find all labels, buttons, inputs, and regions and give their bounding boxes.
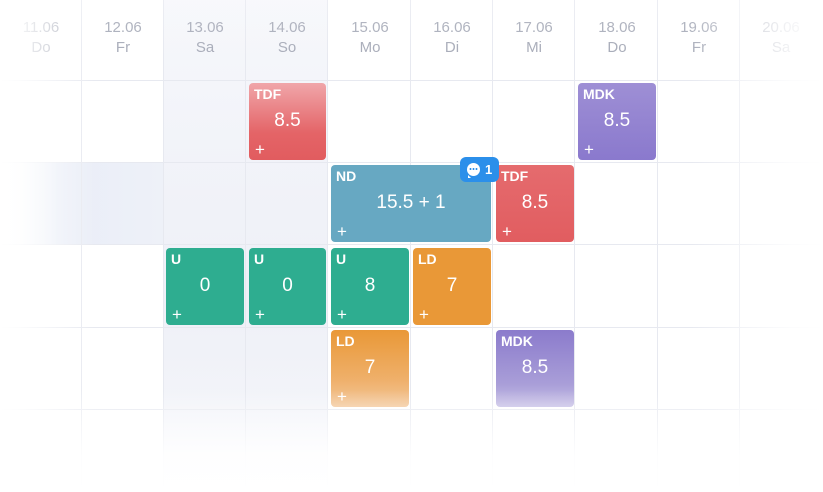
add-icon[interactable]: +	[172, 305, 182, 324]
grid-line	[0, 244, 823, 245]
day-date: 16.06	[433, 19, 471, 36]
day-weekday: Mi	[526, 39, 542, 56]
grid-line	[0, 409, 823, 410]
grid-line	[657, 0, 658, 492]
shift-card[interactable]: TDF 8.5 +	[249, 83, 326, 160]
day-weekday: So	[277, 39, 297, 56]
shift-code: LD	[418, 251, 437, 267]
grid-line	[574, 0, 575, 492]
day-date: 17.06	[515, 19, 553, 36]
shift-hours: 8	[364, 275, 376, 296]
comment-badge[interactable]: 1	[460, 157, 499, 182]
day-weekday: Fr	[115, 39, 131, 56]
grid-line	[0, 327, 823, 328]
day-header: 20.06 Sa	[740, 18, 822, 58]
day-header: 14.06 So	[246, 18, 328, 58]
shift-hours: 0	[282, 275, 293, 296]
day-weekday: Sa	[771, 39, 791, 56]
shift-code: TDF	[254, 86, 282, 102]
shift-card[interactable]: U 0 +	[249, 248, 326, 325]
shift-hours: 7	[364, 357, 376, 378]
shift-card[interactable]: LD 7 +	[413, 248, 491, 325]
day-date: 14.06	[268, 19, 306, 36]
shift-card[interactable]: LD 7 +	[331, 330, 409, 407]
weekend-column-highlight	[164, 0, 328, 492]
day-date: 11.06	[22, 19, 60, 36]
grid-line	[410, 0, 411, 492]
shift-card[interactable]: MDK 8.5	[496, 330, 574, 407]
add-icon[interactable]: +	[337, 222, 347, 241]
shift-hours: 8.5	[274, 110, 301, 131]
shift-code: U	[171, 251, 182, 267]
day-weekday: Do	[607, 39, 627, 56]
grid-line	[163, 0, 164, 492]
grid-line	[0, 80, 823, 81]
comment-icon	[467, 163, 480, 178]
grid-line	[492, 0, 493, 492]
shift-hours: 8.5	[521, 192, 549, 213]
day-weekday: Mo	[359, 39, 381, 56]
shift-card[interactable]: U 8 +	[331, 248, 409, 325]
day-header: 19.06 Fr	[658, 18, 740, 58]
shift-hours: 0	[199, 275, 211, 296]
shift-code: U	[336, 251, 347, 267]
day-header: 11.06 Do	[0, 18, 82, 58]
day-date: 15.06	[351, 19, 389, 36]
grid-line	[245, 0, 246, 492]
add-icon[interactable]: +	[255, 140, 265, 159]
add-icon[interactable]: +	[419, 305, 429, 324]
shift-code: U	[254, 251, 265, 267]
shift-card[interactable]: MDK 8.5 +	[578, 83, 656, 160]
day-date: 18.06	[598, 19, 636, 36]
day-date: 19.06	[680, 19, 718, 36]
day-header: 13.06 Sa	[164, 18, 246, 58]
shift-code: ND	[336, 168, 357, 184]
day-weekday: Di	[444, 39, 460, 56]
day-header: 15.06 Mo	[329, 18, 411, 58]
shift-hours: 15.5 + 1	[376, 192, 446, 213]
shift-code: LD	[336, 333, 355, 349]
shift-code: MDK	[583, 86, 615, 102]
add-icon[interactable]: +	[502, 222, 512, 241]
add-icon[interactable]: +	[337, 387, 347, 406]
day-date: 20.06	[762, 19, 800, 36]
day-header: 18.06 Do	[576, 18, 658, 58]
grid-line	[739, 0, 740, 492]
shift-hours: 7	[446, 275, 458, 296]
grid-line	[81, 0, 82, 492]
add-icon[interactable]: +	[337, 305, 347, 324]
grid-line	[0, 162, 823, 163]
add-icon[interactable]: +	[255, 305, 265, 324]
shift-hours: 8.5	[521, 357, 549, 378]
shift-code: TDF	[501, 168, 529, 184]
day-header: 12.06 Fr	[82, 18, 164, 58]
day-header: 16.06 Di	[411, 18, 493, 58]
day-date: 13.06	[186, 19, 224, 36]
shift-hours: 8.5	[603, 110, 631, 131]
row-highlight	[0, 162, 164, 244]
grid-line	[327, 0, 328, 492]
shift-card[interactable]: U 0 +	[166, 248, 244, 325]
add-icon[interactable]: +	[584, 140, 594, 159]
comment-count: 1	[485, 162, 493, 177]
day-date: 12.06	[104, 19, 142, 36]
day-weekday: Fr	[691, 39, 707, 56]
shift-card[interactable]: TDF 8.5 +	[496, 165, 574, 242]
day-header: 17.06 Mi	[493, 18, 575, 58]
day-weekday: Do	[31, 39, 51, 56]
day-weekday: Sa	[195, 39, 215, 56]
shift-code: MDK	[501, 333, 533, 349]
